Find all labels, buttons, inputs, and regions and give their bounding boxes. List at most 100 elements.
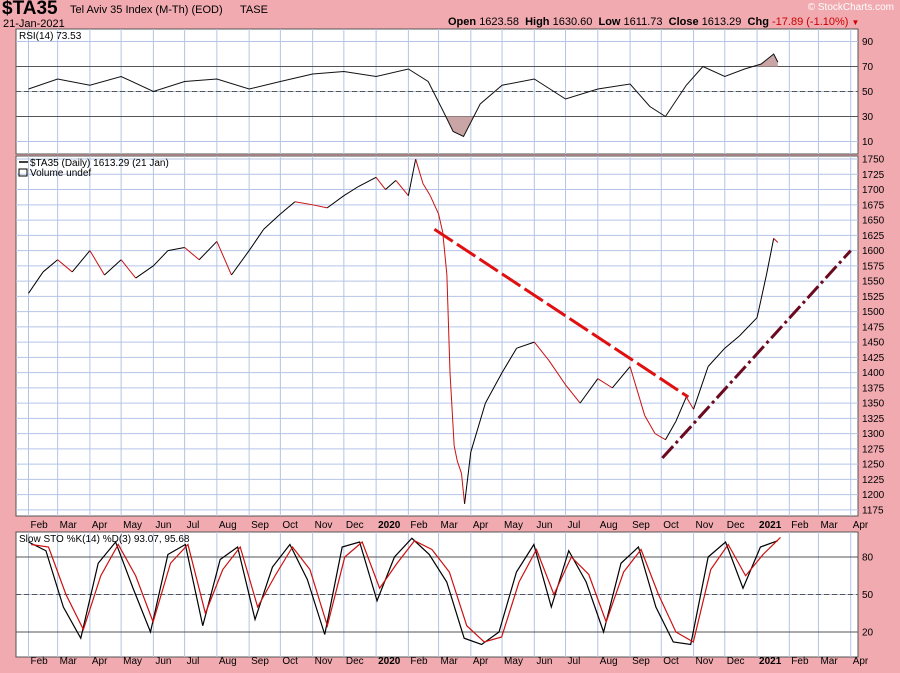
price-segment bbox=[415, 158, 424, 184]
price-segment bbox=[548, 360, 566, 386]
quote-bar: Open 1623.58 High 1630.60 Low 1611.73 Cl… bbox=[448, 16, 859, 28]
x-tick-label: Jul bbox=[187, 656, 200, 667]
y-tick-label: 1175 bbox=[862, 505, 884, 516]
price-segment bbox=[216, 241, 232, 276]
x-tick-label: Jun bbox=[536, 520, 552, 531]
x-tick-label: Apr bbox=[853, 656, 869, 667]
y-tick-label: 1275 bbox=[862, 444, 885, 455]
x-tick-label: Jun bbox=[155, 656, 171, 667]
y-tick-label: 50 bbox=[862, 590, 874, 601]
change-value: -17.89 (-1.10%) bbox=[772, 16, 849, 28]
price-segment bbox=[231, 250, 250, 276]
y-tick-label: 1550 bbox=[862, 277, 885, 288]
x-tick-label: 2020 bbox=[378, 520, 401, 531]
x-tick-label: Apr bbox=[473, 656, 489, 667]
x-tick-label: Apr bbox=[853, 520, 869, 531]
y-tick-label: 1325 bbox=[862, 414, 885, 425]
price-segment bbox=[611, 366, 631, 389]
price-segment bbox=[407, 158, 417, 196]
x-tick-label: Mar bbox=[441, 520, 459, 531]
y-tick-label: 1300 bbox=[862, 429, 885, 440]
x-tick-label: Dec bbox=[727, 520, 745, 531]
x-tick-label: Aug bbox=[219, 520, 237, 531]
x-tick-label: Mar bbox=[441, 656, 459, 667]
price-segment bbox=[675, 396, 687, 422]
x-tick-label: Aug bbox=[219, 656, 237, 667]
y-tick-label: 1225 bbox=[862, 475, 885, 486]
x-tick-label: Apr bbox=[92, 520, 108, 531]
exchange: TASE bbox=[240, 4, 268, 16]
price-segment bbox=[294, 201, 313, 206]
price-segment bbox=[385, 180, 397, 190]
x-tick-label: Mar bbox=[60, 656, 78, 667]
x-tick-label: Sep bbox=[251, 520, 269, 531]
y-tick-label: 1525 bbox=[862, 292, 885, 303]
price-segment bbox=[28, 271, 44, 294]
x-tick-label: Mar bbox=[820, 656, 838, 667]
high-label: High bbox=[525, 16, 550, 28]
x-tick-label: Jul bbox=[568, 520, 581, 531]
price-segment bbox=[665, 421, 677, 440]
volume-legend: Volume undef bbox=[30, 168, 91, 179]
y-tick-label: 30 bbox=[862, 112, 874, 123]
x-tick-label: Jul bbox=[568, 656, 581, 667]
y-tick-label: 1575 bbox=[862, 261, 885, 272]
y-tick-label: 1600 bbox=[862, 246, 885, 257]
price-segment bbox=[644, 415, 656, 434]
price-segment bbox=[42, 259, 58, 273]
open-label: Open bbox=[448, 16, 477, 28]
price-segment bbox=[358, 176, 377, 187]
x-tick-label: Mar bbox=[820, 520, 838, 531]
x-tick-label: Nov bbox=[696, 520, 714, 531]
price-segment bbox=[248, 228, 265, 251]
price-segment bbox=[71, 250, 91, 273]
x-tick-label: Aug bbox=[600, 656, 618, 667]
x-tick-label: Sep bbox=[251, 656, 269, 667]
y-tick-label: 1250 bbox=[862, 460, 885, 471]
price-segment bbox=[422, 183, 431, 196]
x-tick-label: Jun bbox=[155, 520, 171, 531]
x-tick-label: Mar bbox=[60, 520, 78, 531]
x-tick-label: Feb bbox=[791, 520, 809, 531]
low-value: 1611.73 bbox=[623, 16, 663, 28]
x-tick-label: Sep bbox=[632, 656, 650, 667]
y-tick-label: 1375 bbox=[862, 383, 885, 394]
x-tick-label: Oct bbox=[663, 520, 679, 531]
trendline-2 bbox=[661, 249, 852, 460]
y-tick-label: 1500 bbox=[862, 307, 885, 318]
price-segment bbox=[449, 372, 455, 446]
x-tick-label: Oct bbox=[282, 520, 298, 531]
low-label: Low bbox=[598, 16, 621, 28]
price-segment bbox=[442, 232, 448, 276]
price-segment bbox=[629, 366, 646, 416]
x-tick-label: May bbox=[123, 656, 142, 667]
price-segment bbox=[263, 213, 281, 230]
sto-title: Slow STO %K(14) %D(3) 93.07, 95.68 bbox=[19, 534, 190, 545]
y-tick-label: 1200 bbox=[862, 490, 885, 501]
price-segment bbox=[579, 378, 599, 404]
price-segment bbox=[395, 180, 409, 196]
x-tick-label: Sep bbox=[632, 520, 650, 531]
copyright: © StockCharts.com bbox=[807, 2, 894, 13]
rsi-line bbox=[28, 53, 779, 138]
price-segment bbox=[738, 317, 758, 337]
y-tick-label: 1475 bbox=[862, 322, 885, 333]
y-tick-label: 80 bbox=[862, 553, 874, 564]
price-segment bbox=[375, 177, 386, 190]
x-tick-label: Feb bbox=[30, 656, 48, 667]
x-tick-label: Dec bbox=[346, 520, 364, 531]
price-segment bbox=[312, 204, 328, 209]
price-segment bbox=[685, 396, 694, 410]
change-label: Chg bbox=[747, 16, 769, 28]
y-tick-label: 20 bbox=[862, 628, 874, 639]
y-tick-label: 1650 bbox=[862, 216, 885, 227]
symbol: $TA35 bbox=[2, 0, 58, 19]
price-segment bbox=[343, 186, 359, 197]
y-tick-label: 1425 bbox=[862, 353, 885, 364]
y-tick-label: 1725 bbox=[862, 170, 885, 181]
price-segment bbox=[460, 473, 466, 504]
price-segment bbox=[438, 213, 444, 233]
index-name: Tel Aviv 35 Index (M-Th) (EOD) bbox=[70, 4, 223, 16]
price-segment bbox=[153, 250, 169, 267]
y-tick-label: 50 bbox=[862, 87, 874, 98]
